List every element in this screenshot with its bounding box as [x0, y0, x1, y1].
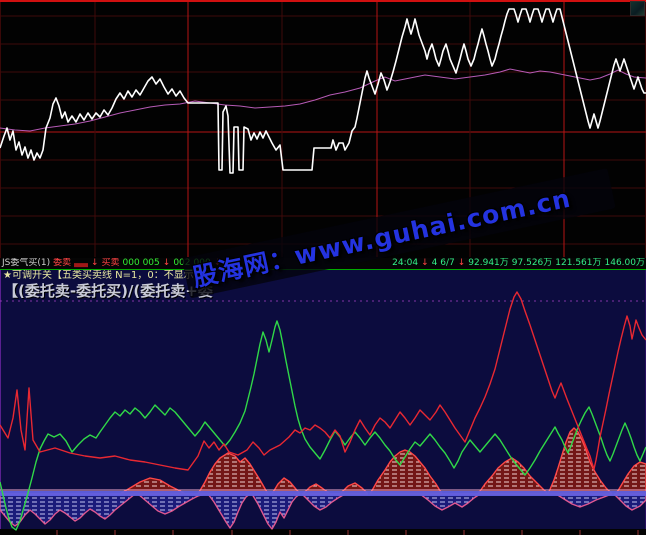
status-segment: 24:04 [392, 258, 419, 268]
time-axis-strip [0, 529, 646, 535]
status-segment: 买卖 [101, 258, 120, 268]
status-segment: 146.00万 [604, 258, 646, 268]
status-segment: 121.561万 [555, 258, 602, 268]
status-segment: 4 6/7 [431, 258, 455, 268]
status-segment: JS委气买(1) [2, 258, 51, 268]
oscillator-indicator-panel[interactable] [0, 270, 646, 529]
status-segment: 000 005 [122, 258, 160, 268]
corner-logo-icon [630, 1, 645, 16]
status-segment: 委卖 [53, 258, 72, 268]
indicator-switch-hint: ★可调开关【五类买卖线 N=1，0：不显示】 [3, 270, 204, 281]
status-segment: 97.526万 [511, 258, 553, 268]
status-segment: ↓ [457, 258, 466, 268]
status-segment: ↓ [162, 258, 171, 268]
status-segment: 92.941万 [468, 258, 509, 268]
status-segment: ↓ [90, 258, 99, 268]
status-segment: ↓ [421, 258, 429, 268]
status-segment: ▃▃ [74, 258, 88, 268]
status-values-right: 24:04 ↓ 4 6/7 ↓ 92.941万 97.526万 121.561万 146.00… [392, 258, 646, 269]
